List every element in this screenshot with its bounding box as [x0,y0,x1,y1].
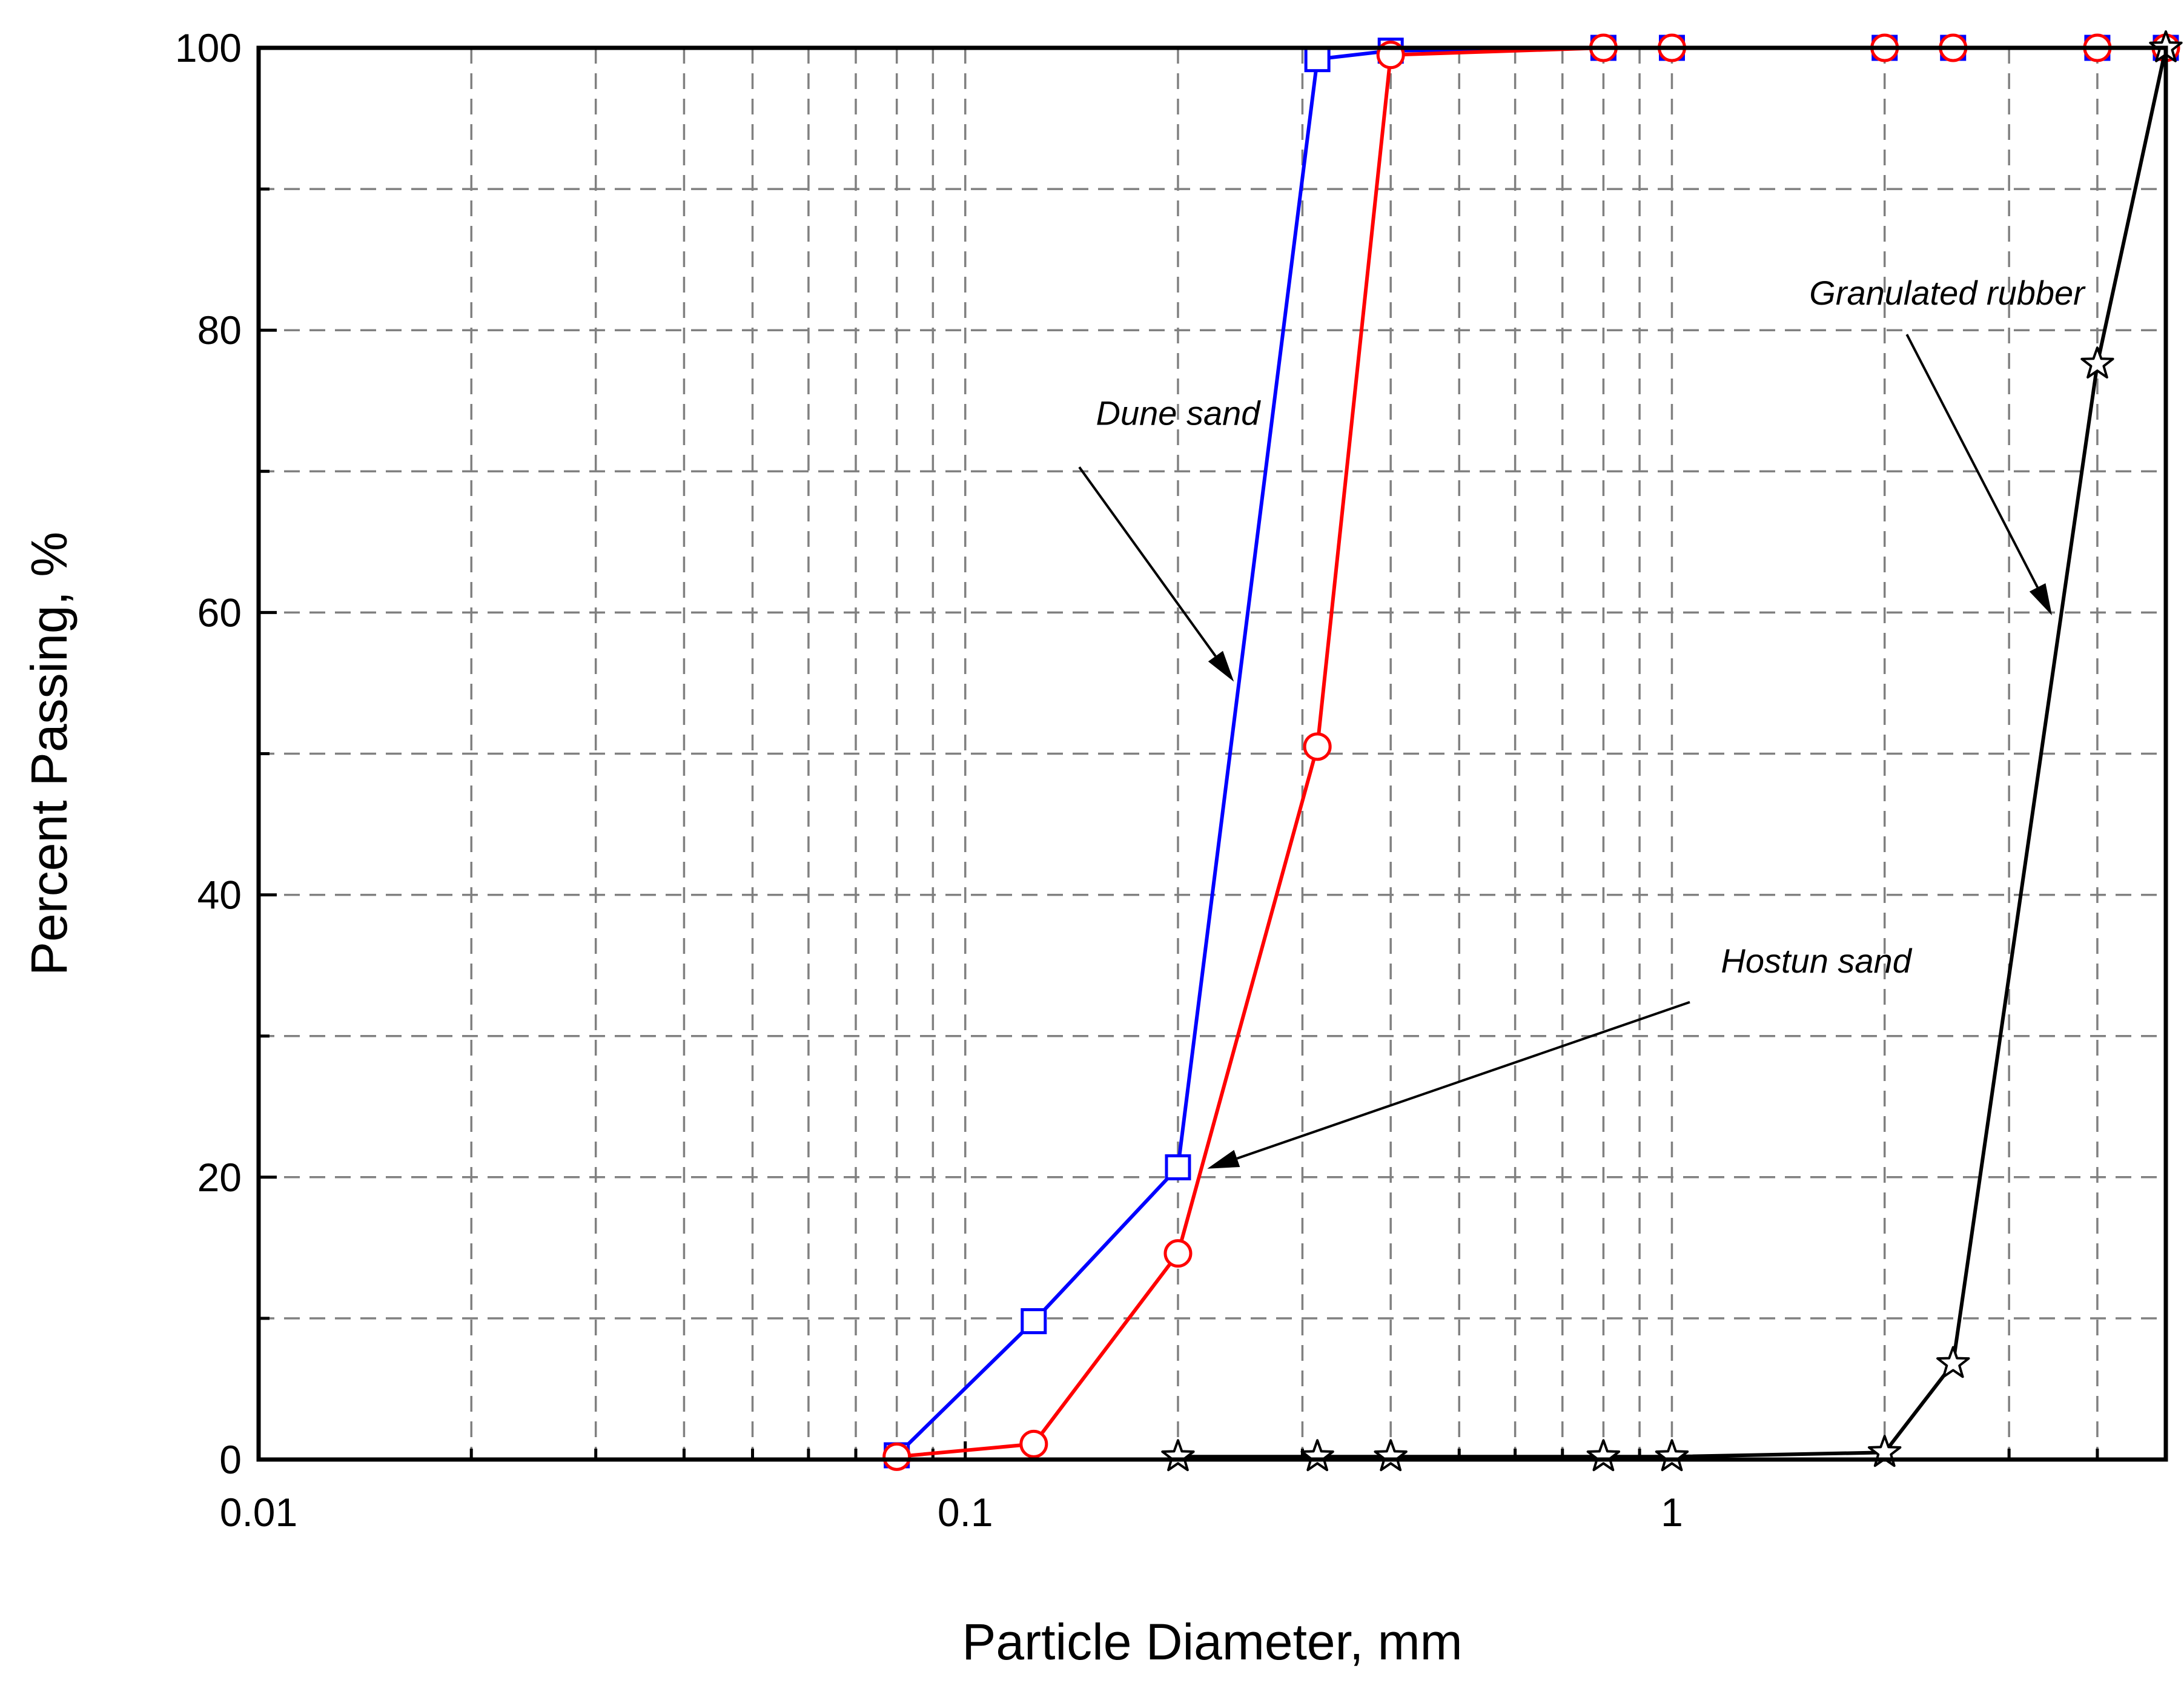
annotation-label-dune: Dune sand [1096,394,1262,432]
point-hostun [1163,1239,1193,1268]
axis-ticks: 0.01 0.1 1 0 20 40 60 80 100 [175,25,2168,1535]
x-tick-label: 1 [1661,1490,1683,1535]
series-dune [884,35,2179,1469]
annotation-hostun: Hostun sand [1207,942,1913,1169]
series-line-dune [895,46,2166,1457]
annotation-arrow-dune [1078,466,1217,657]
y-axis-title: Percent Passing, % [21,532,78,976]
annotation-arrow-rubber [1905,334,2039,588]
series-rubber [1161,30,2183,1472]
annotation-dune: Dune sand [1078,394,1262,682]
series [882,30,2183,1472]
point-rubber [1936,1346,1970,1378]
point-rubber [1161,1439,1195,1472]
plot-frame [256,45,2168,1462]
y-tick-label: 40 [197,873,242,918]
point-dune [1165,1154,1191,1180]
series-hostun [882,33,2180,1471]
y-tick-label: 60 [197,590,242,635]
point-rubber [1374,1439,1408,1472]
annotation-label-hostun: Hostun sand [1721,942,1912,980]
y-tick-label: 80 [197,308,242,352]
point-rubber [1300,1439,1334,1472]
annotation-arrowhead-dune [1208,650,1234,682]
point-dune [1304,46,1331,73]
x-tick-label: 0.01 [220,1490,297,1535]
x-tick-label: 0.1 [938,1490,993,1535]
annotation-arrowhead-hostun [1207,1149,1240,1169]
x-axis-title: Particle Diameter, mm [962,1613,1462,1670]
point-hostun [1019,1429,1048,1458]
point-rubber [1655,1439,1689,1472]
annotation-label-rubber: Granulated rubber [1809,274,2086,312]
point-rubber [2080,346,2114,379]
y-tick-label: 20 [197,1155,242,1200]
annotations: Dune sand Hostun sand Granulated rubber [1078,274,2086,1169]
point-rubber [1586,1439,1621,1472]
point-hostun [882,1442,912,1471]
annotation-arrowhead-rubber [2029,583,2052,616]
point-hostun [1303,732,1332,761]
series-line-hostun [896,46,2166,1459]
point-dune [1021,1308,1047,1335]
y-tick-label: 0 [219,1437,242,1482]
grid [259,48,2167,1460]
annotation-rubber: Granulated rubber [1809,274,2086,616]
annotation-arrow-hostun [1236,1000,1690,1160]
y-tick-label: 100 [175,25,242,70]
